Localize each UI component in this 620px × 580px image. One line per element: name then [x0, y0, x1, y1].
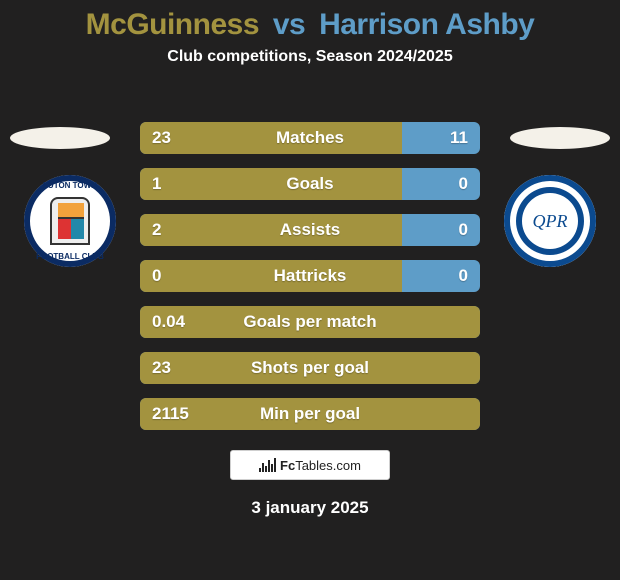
stat-row: 23Shots per goal	[140, 352, 480, 384]
page-root: McGuinness vs Harrison Ashby Club compet…	[0, 0, 620, 580]
page-title: McGuinness vs Harrison Ashby	[0, 0, 620, 42]
stat-right-value: 0	[459, 214, 468, 246]
stat-label: Matches	[140, 122, 480, 154]
stat-row: 0.04Goals per match	[140, 306, 480, 338]
crest-ring: QPR	[504, 175, 596, 267]
stat-label: Goals	[140, 168, 480, 200]
decor-ellipse-right	[510, 127, 610, 149]
fctables-text: FcTables.com	[280, 458, 361, 473]
crest-monogram: QPR	[533, 214, 568, 228]
decor-ellipse-left	[10, 127, 110, 149]
stats-container: 23Matches111Goals02Assists00Hattricks00.…	[140, 122, 480, 444]
stat-right-value: 0	[459, 260, 468, 292]
stat-row: 0Hattricks0	[140, 260, 480, 292]
stat-right-value: 11	[450, 122, 468, 154]
title-vs: vs	[267, 8, 311, 41]
footer-date: 3 january 2025	[0, 498, 620, 518]
stat-row: 2Assists0	[140, 214, 480, 246]
stat-label: Goals per match	[140, 306, 480, 338]
stat-label: Shots per goal	[140, 352, 480, 384]
club-crest-left: LUTON TOWN FOOTBALL CLUB	[24, 175, 116, 267]
brand-tables: Tables	[295, 458, 333, 473]
club-crest-right: QPR	[504, 175, 596, 267]
brand-fc: Fc	[280, 458, 295, 473]
brand-dotcom: .com	[333, 458, 361, 473]
stat-label: Hattricks	[140, 260, 480, 292]
stat-row: 2115Min per goal	[140, 398, 480, 430]
stat-label: Assists	[140, 214, 480, 246]
page-subtitle: Club competitions, Season 2024/2025	[0, 48, 620, 66]
bars-icon	[259, 458, 276, 472]
title-player1: McGuinness	[86, 8, 259, 41]
fctables-badge: FcTables.com	[230, 450, 390, 480]
title-player2: Harrison Ashby	[319, 8, 534, 41]
stat-row: 23Matches11	[140, 122, 480, 154]
stat-row: 1Goals0	[140, 168, 480, 200]
stat-label: Min per goal	[140, 398, 480, 430]
crest-ring: LUTON TOWN FOOTBALL CLUB	[24, 175, 116, 267]
crest-shield-icon	[50, 197, 90, 245]
stat-right-value: 0	[459, 168, 468, 200]
crest-text-bottom: FOOTBALL CLUB	[24, 252, 116, 261]
